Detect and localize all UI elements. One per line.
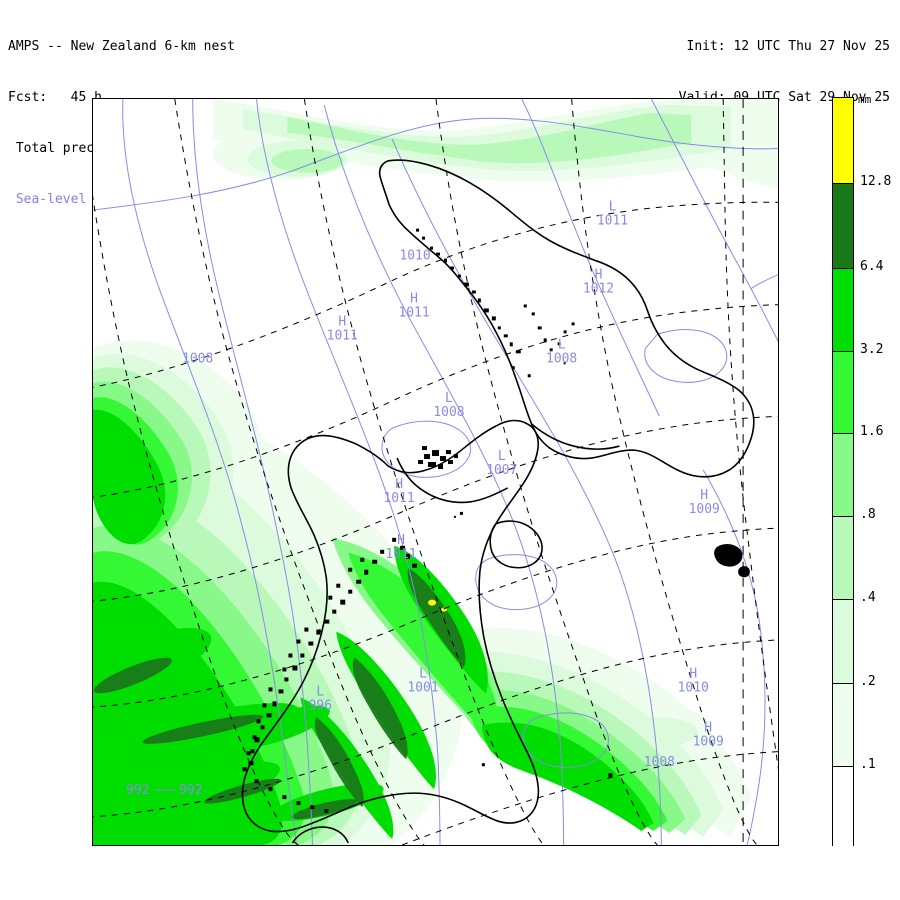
coastline-layer: [241, 159, 755, 844]
colorbar-tick-label: .2: [860, 674, 876, 689]
svg-text:1011: 1011: [327, 328, 358, 343]
svg-text:L: L: [558, 337, 566, 352]
isobar-value-label: 1010: [399, 249, 430, 264]
colorbar-units-label: mm: [858, 93, 872, 106]
title-line: AMPS -- New Zealand 6-km nest: [8, 39, 235, 54]
svg-text:L: L: [316, 684, 324, 699]
svg-text:H: H: [395, 477, 403, 492]
svg-text:1008: 1008: [546, 351, 577, 366]
isobar-value-label: 1008: [644, 755, 675, 770]
isobar-value-label: 992: [179, 783, 202, 798]
svg-text:H: H: [595, 268, 603, 283]
colorbar-segment: [833, 268, 853, 351]
svg-text:L: L: [445, 391, 453, 406]
svg-text:L: L: [498, 449, 506, 464]
svg-text:1011: 1011: [597, 214, 628, 229]
colorbar-tick-label: 6.4: [860, 259, 884, 274]
terrain-speckle-layer: [242, 228, 613, 814]
svg-text:H: H: [338, 314, 346, 329]
colorbar-segment: [833, 766, 853, 847]
isobar-layer: [93, 99, 778, 845]
precipitation-colorbar[interactable]: [832, 97, 854, 847]
map-panel: L 1011 H 1012 H 1011 H 1011 L 1008 L 1008 L 100…: [92, 98, 779, 846]
colorbar-tick-label: .8: [860, 507, 876, 522]
svg-text:1011: 1011: [398, 305, 429, 320]
colorbar-segment: [833, 433, 853, 516]
svg-text:1007: 1007: [486, 463, 517, 478]
svg-text:1010: 1010: [678, 680, 709, 695]
precip-shading-layer: [93, 99, 778, 845]
colorbar-tick-label: 3.2: [860, 342, 884, 357]
colorbar-tick-label: .4: [860, 590, 876, 605]
svg-text:1011: 1011: [386, 547, 417, 562]
svg-text:H: H: [700, 488, 708, 503]
graticule-layer: [93, 99, 778, 845]
init-time-line: Init: 12 UTC Thu 27 Nov 25: [686, 39, 891, 54]
colorbar-tick-label: .1: [860, 757, 876, 772]
colorbar-tick-label: 12.8: [860, 174, 892, 189]
colorbar-segment: [833, 599, 853, 683]
svg-text:1012: 1012: [583, 281, 614, 296]
svg-text:H: H: [410, 291, 418, 306]
colorbar-segment: [833, 516, 853, 599]
svg-text:H: H: [689, 666, 697, 681]
svg-text:1001: 1001: [407, 680, 438, 695]
svg-text:L: L: [419, 666, 427, 681]
svg-text:H: H: [704, 720, 712, 735]
svg-text:1008: 1008: [433, 405, 464, 420]
svg-text:H: H: [397, 533, 405, 548]
isobar-value-label: 992: [126, 783, 149, 798]
isobar-value-label: 1008: [182, 351, 213, 366]
colorbar-tick-label: 1.6: [860, 424, 884, 439]
svg-text:L: L: [609, 200, 617, 215]
svg-text:1009: 1009: [689, 502, 720, 517]
colorbar-segment: [833, 351, 853, 433]
svg-text:1009: 1009: [693, 734, 724, 749]
colorbar-segment: [833, 683, 853, 766]
colorbar-segment: [833, 183, 853, 268]
svg-text:996: 996: [309, 698, 332, 713]
forecast-hour-line: Fcst: 45 h: [8, 90, 102, 105]
colorbar-segment: [833, 98, 853, 183]
svg-text:1011: 1011: [384, 491, 415, 506]
